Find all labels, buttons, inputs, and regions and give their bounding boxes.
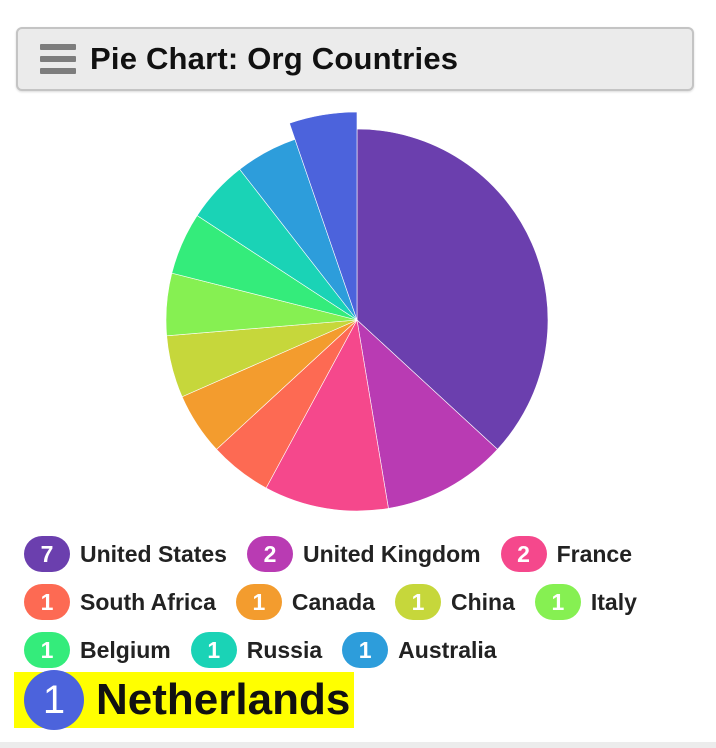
legend: 7 United States 2 United Kingdom 2 Franc… (24, 530, 704, 674)
legend-item-france[interactable]: 2 France (500, 536, 633, 572)
legend-count-badge: 1 (190, 632, 237, 668)
legend-count-badge: 1 (394, 584, 441, 620)
legend-label: United Kingdom (302, 540, 481, 567)
legend-label: Italy (590, 588, 637, 615)
legend-count-badge: 1 (342, 632, 389, 668)
legend-item-belgium[interactable]: 1 Belgium (24, 632, 171, 668)
legend-count-badge: 1 (235, 584, 282, 620)
legend-row: 7 United States 2 United Kingdom 2 Franc… (24, 530, 704, 578)
legend-count-badge: 2 (500, 536, 547, 572)
legend-count-badge: 1 (534, 584, 581, 620)
pie-slice-netherlands[interactable] (289, 111, 358, 321)
legend-item-italy[interactable]: 1 Italy (534, 584, 637, 620)
legend-item-netherlands-highlighted[interactable]: 1 Netherlands (14, 670, 355, 730)
legend-item-russia[interactable]: 1 Russia (190, 632, 323, 668)
legend-item-china[interactable]: 1 China (394, 584, 515, 620)
pie-slice-united-states[interactable] (356, 128, 549, 450)
chart-title: Pie Chart: Org Countries (90, 41, 459, 76)
menu-bar (40, 68, 76, 74)
pie-slice-france[interactable] (265, 319, 389, 512)
legend-label: United States (80, 540, 227, 567)
legend-row: 1 South Africa 1 Canada 1 China 1 Italy (24, 578, 704, 626)
legend-label: Netherlands (96, 675, 351, 724)
legend-label: Canada (291, 588, 375, 615)
legend-label: Russia (246, 636, 323, 663)
pie-chart (165, 111, 549, 512)
legend-label: China (450, 588, 515, 615)
bottom-divider (0, 742, 716, 748)
legend-item-canada[interactable]: 1 Canada (235, 584, 375, 620)
legend-item-south-africa[interactable]: 1 South Africa (24, 584, 216, 620)
legend-label: South Africa (80, 588, 216, 615)
hamburger-menu-icon[interactable] (40, 44, 76, 74)
legend-item-united-states[interactable]: 7 United States (24, 536, 227, 572)
legend-count-badge: 1 (24, 670, 84, 730)
legend-count-badge: 7 (24, 536, 70, 572)
legend-label: Australia (398, 636, 497, 663)
legend-label: France (556, 540, 633, 567)
legend-count-badge: 2 (246, 536, 293, 572)
legend-count-badge: 1 (24, 632, 70, 668)
legend-item-australia[interactable]: 1 Australia (342, 632, 497, 668)
chart-header: Pie Chart: Org Countries (16, 27, 694, 91)
pie-slice-united-kingdom[interactable] (356, 319, 498, 509)
menu-bar (40, 56, 76, 62)
menu-bar (40, 44, 76, 50)
legend-count-badge: 1 (24, 584, 70, 620)
legend-row: 1 Belgium 1 Russia 1 Australia (24, 626, 704, 674)
legend-label: Belgium (80, 636, 171, 663)
legend-item-united-kingdom[interactable]: 2 United Kingdom (246, 536, 481, 572)
